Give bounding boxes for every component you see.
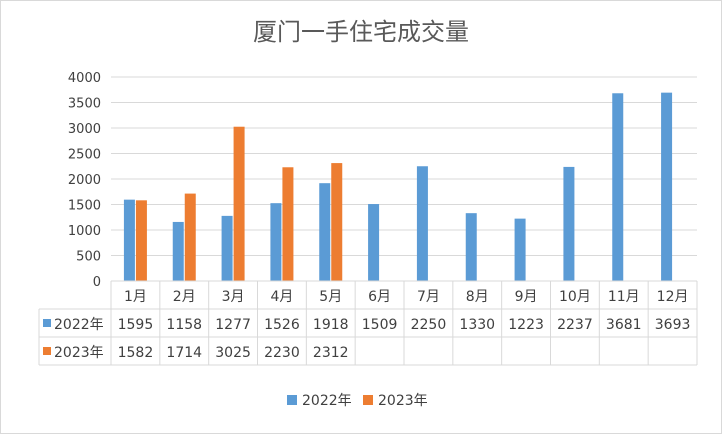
- y-tick-label: 4000: [68, 71, 101, 86]
- legend-entry-label: 2022年: [302, 393, 352, 409]
- category-label: 10月: [559, 289, 591, 305]
- data-label: 2237: [557, 317, 593, 333]
- bar: [184, 193, 196, 281]
- bar: [661, 92, 673, 281]
- series-name-label: 2022年: [54, 317, 104, 333]
- category-label: 11月: [608, 289, 640, 305]
- bar: [465, 213, 477, 281]
- bar: [612, 93, 624, 281]
- series-key-swatch: [43, 347, 51, 355]
- data-label: 1714: [166, 345, 202, 361]
- series-key-swatch: [43, 319, 51, 327]
- bar: [331, 163, 343, 281]
- category-label: 4月: [270, 289, 293, 305]
- data-label: 1158: [166, 317, 202, 333]
- category-label: 12月: [657, 289, 689, 305]
- y-axis-ticks: 0 500 1000 1500 2000 2500 3000 3500 4000: [68, 71, 101, 290]
- data-label: 3681: [606, 317, 642, 333]
- bars: [123, 92, 673, 281]
- bar: [270, 203, 282, 281]
- bar: [221, 215, 233, 281]
- data-label: 1595: [118, 317, 154, 333]
- data-label: 2230: [264, 345, 300, 361]
- bar: [563, 166, 575, 281]
- bar: [416, 166, 428, 281]
- y-tick-label: 3000: [68, 122, 101, 137]
- category-label: 2月: [173, 289, 196, 305]
- bar: [233, 126, 245, 281]
- y-tick-label: 500: [76, 250, 101, 265]
- data-label: 2312: [313, 345, 349, 361]
- y-tick-label: 0: [93, 275, 101, 290]
- category-label: 6月: [368, 289, 391, 305]
- bar: [135, 200, 147, 281]
- bar: [172, 221, 184, 281]
- legend: 2022年 2023年: [287, 393, 428, 409]
- data-label: 3025: [215, 345, 251, 361]
- category-label: 3月: [222, 289, 245, 305]
- data-label: 2250: [411, 317, 447, 333]
- y-tick-label: 2000: [68, 173, 101, 188]
- series-name-label: 2023年: [54, 345, 104, 361]
- bar: [123, 199, 135, 281]
- data-label: 1918: [313, 317, 349, 333]
- data-label: 3693: [655, 317, 691, 333]
- category-label: 7月: [417, 289, 440, 305]
- chart-title: 厦门一手住宅成交量: [253, 18, 469, 46]
- bar: [319, 183, 331, 281]
- y-tick-label: 2500: [68, 148, 101, 163]
- data-label: 1223: [508, 317, 544, 333]
- data-label: 1509: [362, 317, 398, 333]
- legend-entry-label: 2023年: [378, 393, 428, 409]
- y-tick-label: 1500: [68, 199, 101, 214]
- category-label: 9月: [515, 289, 538, 305]
- legend-swatch: [363, 395, 373, 405]
- y-tick-label: 3500: [68, 97, 101, 112]
- category-label: 5月: [319, 289, 342, 305]
- data-table: 1月 2月 3月 4月 5月 6月 7月 8月 9月 10月 11月 12月 2022年 1595 1158…: [38, 280, 698, 366]
- legend-swatch: [287, 395, 297, 405]
- category-label: 8月: [466, 289, 489, 305]
- bar: [368, 204, 380, 281]
- y-tick-label: 1000: [68, 224, 101, 239]
- data-label: 1277: [215, 317, 251, 333]
- category-label: 1月: [124, 289, 147, 305]
- bar: [282, 167, 294, 281]
- data-label: 1330: [459, 317, 495, 333]
- data-label: 1582: [118, 345, 154, 361]
- bar: [514, 218, 526, 281]
- data-label: 1526: [264, 317, 300, 333]
